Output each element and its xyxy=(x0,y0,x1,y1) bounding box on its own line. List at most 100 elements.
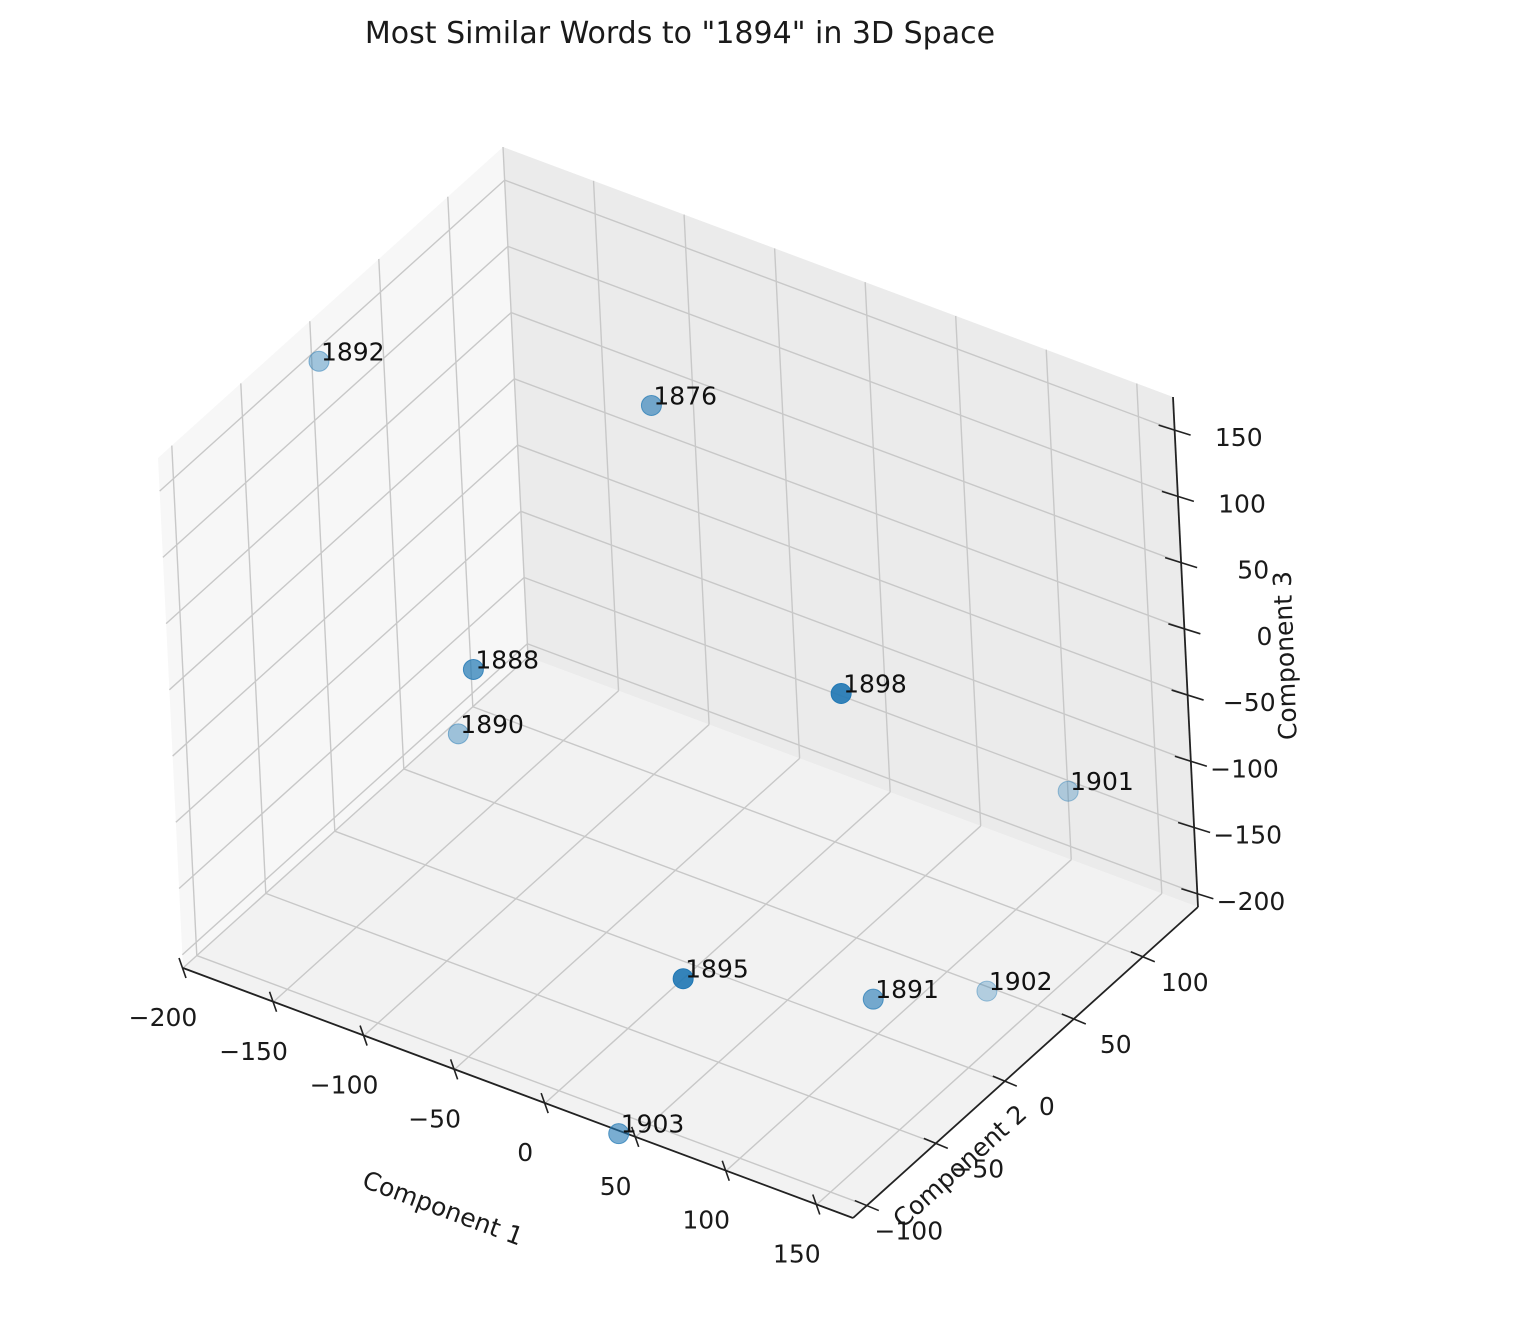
z-tick-label: −150 xyxy=(1213,821,1282,850)
x-tick-label: −50 xyxy=(408,1104,461,1133)
x-tick-label: 100 xyxy=(682,1206,730,1235)
grid-line-y-floor xyxy=(403,768,1075,1020)
grid-line-z-back xyxy=(517,444,1188,696)
data-point-1890 xyxy=(447,723,469,745)
data-point-1888 xyxy=(462,658,484,680)
data-points: 1876 1892 1898 1901 1888 1890 1895 1902 1891 1903 xyxy=(308,337,1134,1145)
grid-line-y-side xyxy=(378,258,405,769)
grid-line-z-back xyxy=(527,643,1198,895)
data-point-1895 xyxy=(672,968,694,990)
y-tick-mark xyxy=(1130,951,1156,963)
grid-line-x-floor xyxy=(182,656,529,969)
z-axis-line xyxy=(1172,396,1199,908)
x-tick-label: 150 xyxy=(773,1239,821,1268)
grid-line-x-floor xyxy=(816,892,1163,1206)
x-axis-title: Component 1 xyxy=(359,1165,527,1251)
grid-line-y-side xyxy=(240,383,267,894)
x-axis-line xyxy=(182,967,854,1219)
z-tick-mark xyxy=(1158,424,1191,436)
axis-lines xyxy=(182,396,1199,1219)
grid-line-x-back xyxy=(592,180,620,691)
grid-line-z-side xyxy=(175,510,522,823)
x-tick-mark xyxy=(630,1126,640,1148)
grid-line-x-floor xyxy=(725,859,1072,1172)
floor-pane xyxy=(183,657,1198,1218)
grid-line-z-back xyxy=(520,510,1192,762)
y-tick-label: −50 xyxy=(951,1154,1004,1183)
data-point-1876 xyxy=(640,394,662,416)
data-label-1902: 1902 xyxy=(989,967,1053,996)
data-label-1888: 1888 xyxy=(475,645,539,674)
grid-line-x-back xyxy=(1045,349,1072,860)
x-tick-label: −200 xyxy=(129,1003,198,1032)
z-tick-label: −200 xyxy=(1217,887,1286,916)
grid-line-x-back xyxy=(502,146,529,658)
grid-line-z-back xyxy=(504,179,1175,431)
data-label-1891: 1891 xyxy=(875,975,939,1004)
grid-line-z-side xyxy=(178,576,525,890)
grid-line-z-side xyxy=(181,643,528,956)
grid-line-x-floor xyxy=(544,791,891,1104)
data-point-1903 xyxy=(608,1123,630,1145)
grid-line-z-side xyxy=(172,444,519,757)
grid-line-x-floor xyxy=(273,690,620,1003)
grid-line-x-floor xyxy=(363,724,710,1037)
grid-line-z-side xyxy=(168,378,515,691)
y-tick-label: 0 xyxy=(1039,1092,1055,1121)
y-tick-mark xyxy=(1061,1013,1087,1025)
grid-line-z-back xyxy=(510,311,1182,564)
data-label-1892: 1892 xyxy=(321,337,385,366)
z-tick-mark xyxy=(1177,821,1211,834)
z-tick-mark xyxy=(1181,887,1214,900)
grid-line-z-back xyxy=(507,245,1179,498)
grid-line-x-back xyxy=(773,248,801,759)
x-tick-label: 0 xyxy=(517,1138,533,1167)
grid-line-x-back xyxy=(864,282,891,793)
data-point-1898 xyxy=(830,682,852,704)
x-tick-mark xyxy=(540,1092,549,1114)
z-tick-label: 100 xyxy=(1218,489,1266,518)
axis-panes xyxy=(158,147,1198,1218)
grid-line-x-back xyxy=(1136,383,1163,894)
grid-lines xyxy=(159,146,1198,1207)
x-tick-label: −150 xyxy=(219,1037,288,1066)
data-point-1902 xyxy=(976,980,998,1002)
z-tick-label: −100 xyxy=(1210,754,1279,783)
grid-line-x-back xyxy=(955,315,982,826)
back-pane xyxy=(503,147,1198,907)
z-tick-label: 0 xyxy=(1256,622,1272,651)
grid-line-y-floor xyxy=(334,830,1006,1082)
x-tick-mark xyxy=(268,991,278,1013)
y-tick-label: −100 xyxy=(874,1217,943,1246)
x-tick-mark xyxy=(812,1194,821,1215)
z-tick-mark xyxy=(1174,755,1208,768)
grid-line-x-floor xyxy=(454,757,801,1070)
grid-line-z-back xyxy=(523,576,1195,829)
data-label-1890: 1890 xyxy=(460,710,524,739)
data-point-1901 xyxy=(1057,780,1079,802)
z-tick-label: 50 xyxy=(1237,556,1269,585)
y-tick-label: 50 xyxy=(1100,1030,1132,1059)
grid-line-x-back xyxy=(683,214,710,725)
x-tick-mark xyxy=(178,957,187,979)
data-point-1891 xyxy=(862,988,884,1010)
z-tick-label: −50 xyxy=(1223,688,1276,717)
data-point-1892 xyxy=(308,350,330,372)
side-pane xyxy=(158,147,528,968)
y-tick-mark xyxy=(854,1199,880,1212)
grid-line-z-side xyxy=(165,312,512,625)
grid-line-y-side xyxy=(171,445,198,956)
grid-line-z-side xyxy=(159,179,506,492)
y-tick-mark xyxy=(992,1075,1018,1087)
z-tick-label: 150 xyxy=(1215,423,1263,452)
data-label-1895: 1895 xyxy=(685,955,749,984)
x-tick-mark xyxy=(721,1160,730,1181)
grid-line-x-floor xyxy=(635,825,982,1138)
grid-line-y-floor xyxy=(472,706,1144,958)
grid-line-y-side xyxy=(447,196,474,707)
grid-line-y-floor xyxy=(265,892,937,1145)
z-axis-title: Component 3 xyxy=(1268,571,1303,741)
z-tick-mark xyxy=(1168,623,1201,635)
x-tick-label: −100 xyxy=(310,1071,379,1100)
